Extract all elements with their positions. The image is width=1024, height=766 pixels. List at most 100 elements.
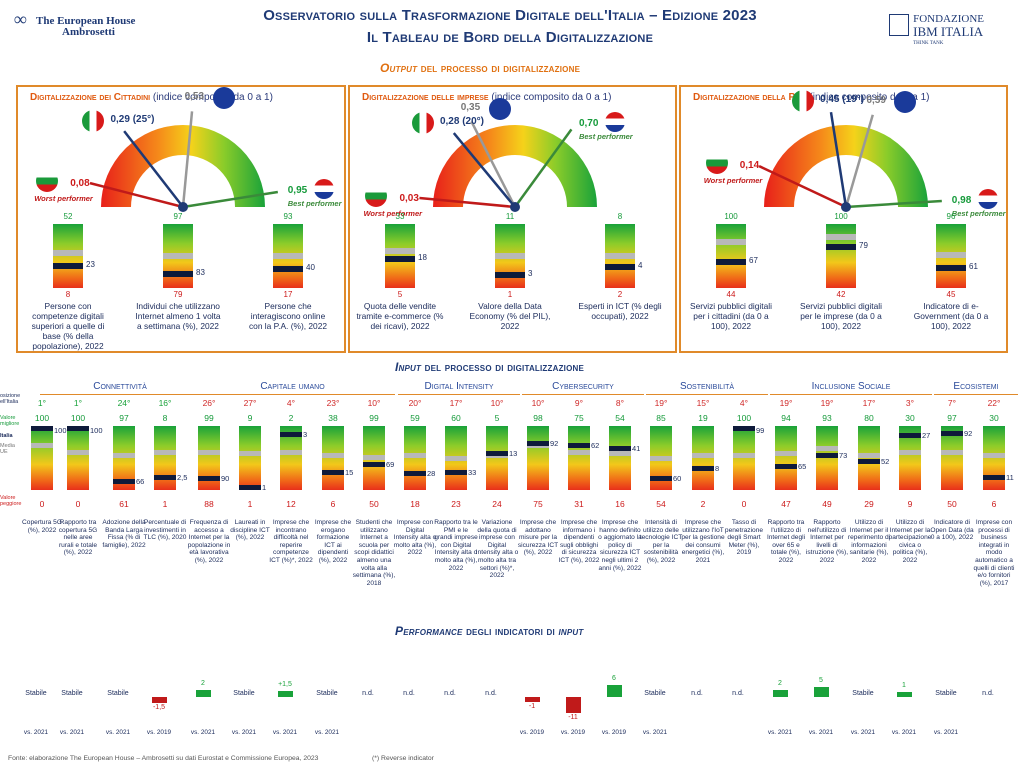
best-needle (845, 199, 942, 209)
performance-value: Stabile (852, 690, 874, 697)
eu-mark (816, 446, 838, 452)
input-italy-value: 99 (756, 426, 765, 435)
input-bar (154, 426, 176, 490)
performance-vs: vs. 2021 (105, 729, 131, 736)
performance-bar (814, 686, 829, 697)
panel-title: Digitalizzazione delle imprese (indice c… (362, 92, 611, 103)
output-panel: Digitalizzazione della P.A. (indice comp… (679, 85, 1008, 353)
input-bar (280, 426, 302, 490)
output-bar (163, 224, 193, 288)
footer-source: Fonte: elaborazione The European House –… (8, 755, 319, 762)
input-rank: 9° (574, 398, 584, 408)
input-section-title: Input del processo di digitalizzazione (395, 360, 585, 374)
eu-mark (899, 449, 921, 455)
flag-best-icon (977, 188, 998, 209)
italy-value: 0,45 (19°) (820, 94, 865, 106)
bar-description: Valore della Data Economy (% del PIL), 2… (469, 301, 551, 331)
footer-note: (*) Reverse indicator (372, 755, 434, 762)
input-bar (816, 426, 838, 490)
italy-needle (452, 132, 516, 208)
bar-italy-value: 61 (969, 262, 978, 272)
input-top-value: 99 (369, 413, 379, 423)
italy-mark (775, 463, 797, 469)
italy-mark (322, 470, 344, 476)
eu-value: 0,53 (184, 91, 205, 103)
italy-mark (936, 265, 966, 272)
input-top-value: 59 (410, 413, 420, 423)
input-italy-value: 62 (591, 441, 600, 451)
input-rank: 7° (947, 398, 957, 408)
input-bar (198, 426, 220, 490)
legend-migliore: Valore migliore (0, 415, 20, 427)
eu-mark (273, 253, 303, 259)
performance-value: Stabile (61, 690, 83, 697)
input-bar (322, 426, 344, 490)
italy-mark (239, 484, 261, 490)
gauge (758, 111, 942, 212)
input-top-value: 98 (533, 413, 543, 423)
panel-title-main: Digitalizzazione della P.A. (693, 92, 807, 103)
input-bar (775, 426, 797, 490)
best-value: 0,98 (951, 194, 972, 206)
italy-mark (858, 459, 880, 465)
legend-italia: Italia (0, 433, 13, 439)
performance-vs: vs. 2021 (23, 729, 49, 736)
input-rank: 19° (820, 398, 834, 408)
bar-bottom-value: 5 (397, 290, 403, 299)
eu-mark (605, 253, 635, 259)
performance-vs: vs. 2019 (560, 729, 586, 736)
gauge (419, 120, 597, 212)
bar-description: Esperti in ICT (% degli occupati), 2022 (578, 301, 662, 321)
input-bottom-value: 0 (39, 499, 45, 509)
italy-mark (527, 440, 549, 446)
input-italy-value: 28 (427, 469, 436, 479)
input-top-value: 54 (615, 413, 625, 423)
eu-mark (163, 253, 193, 259)
italy-value: 0,28 (20°) (439, 116, 484, 128)
bar-description: Indicatore di e-Government (da 0 a 100),… (913, 301, 989, 331)
eu-mark (609, 450, 631, 456)
performance-value: 1 (902, 681, 906, 689)
input-bottom-value: 9 (907, 499, 913, 509)
gauge-hub (178, 202, 188, 212)
eu-mark (941, 449, 963, 455)
performance-value: Stabile (25, 690, 47, 697)
eu-value: 0,35 (460, 102, 481, 114)
italy-value: 0,29 (25°) (110, 114, 155, 126)
input-rank: 10° (531, 398, 545, 408)
performance-vs: vs. 2021 (231, 729, 257, 736)
performance-value: -1,5 (152, 703, 166, 711)
bar-description: Quota delle vendite tramite e-commerce (… (356, 301, 444, 331)
performance-vs: vs. 2021 (190, 729, 216, 736)
performance-vs: vs. 2021 (272, 729, 298, 736)
input-description: Laureati in discipline ICT (%), 2022 (230, 519, 270, 542)
eu-mark (983, 452, 1005, 458)
performance-value: n.d. (362, 690, 374, 697)
input-description: Rapporto tra copertura 5G nelle aree rur… (58, 519, 98, 557)
input-rank: 22° (987, 398, 1001, 408)
logo-right-line3: THINK TANK (913, 41, 944, 46)
italy-mark (941, 431, 963, 437)
input-bar (650, 426, 672, 490)
input-rank: 8° (615, 398, 625, 408)
output-section-title: Output del processo di digitalizzazione (380, 61, 581, 75)
input-bar (983, 426, 1005, 490)
performance-value: n.d. (691, 690, 703, 697)
worst-label: Worst performer (363, 209, 423, 219)
eu-value: 0,59 (866, 95, 886, 107)
eu-mark (733, 452, 755, 458)
eu-needle (844, 114, 874, 208)
bar-top-value: 52 (63, 212, 73, 221)
performance-value: n.d. (485, 690, 497, 697)
input-bar (941, 426, 963, 490)
input-top-value: 60 (451, 413, 461, 423)
category-header: Connettività (40, 381, 200, 395)
italy-mark (495, 272, 525, 279)
italy-mark (280, 431, 302, 437)
eu-mark (113, 452, 135, 458)
bar-top-value: 93 (283, 212, 293, 221)
eu-mark (154, 449, 176, 455)
input-italy-value: 27 (922, 430, 931, 440)
input-bottom-value: 24 (492, 499, 502, 509)
bar-top-value: 100 (724, 212, 738, 221)
